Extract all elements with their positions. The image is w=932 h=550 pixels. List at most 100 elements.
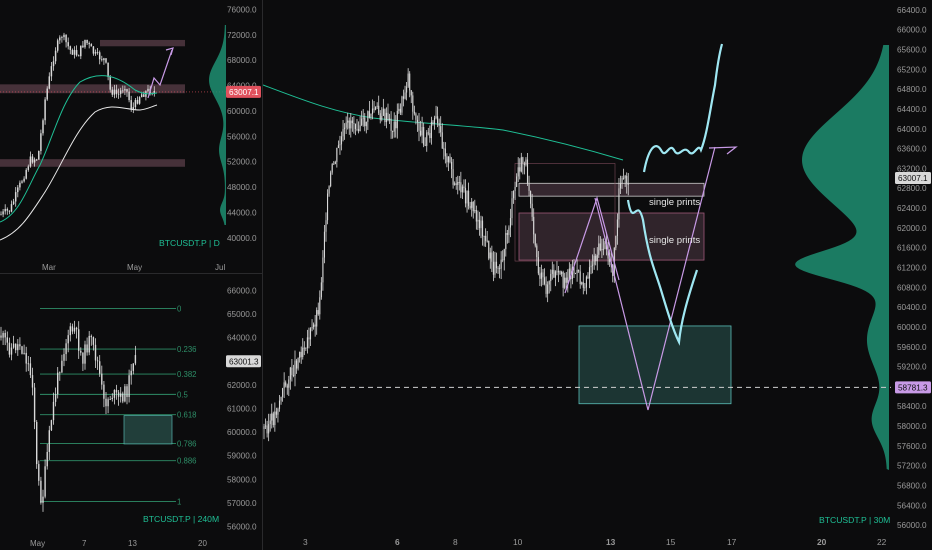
m30-candle-body (619, 183, 622, 189)
m30-candle-body (322, 257, 324, 283)
daily-candle-body (103, 58, 105, 61)
m30-candle-body (361, 118, 363, 126)
daily-candle-body (115, 89, 118, 95)
h4-candle-body (99, 361, 101, 374)
m30-candle-body (596, 254, 598, 262)
m30-candle-body (460, 182, 462, 193)
m30-time-label: 3 (303, 537, 308, 547)
h4-fib-label: 0.236 (177, 345, 197, 354)
m30-candle-body (526, 159, 529, 184)
m30-single-print-zone-upper (518, 182, 705, 197)
m30-candle-body (519, 167, 521, 172)
m30-price-axis-tick-label: 59200.0 (897, 363, 927, 372)
m30-candle-body (444, 148, 446, 157)
m30-candle-body (288, 379, 290, 388)
m30-candle-body (553, 269, 555, 278)
daily-price-axis-tick-label: 56000.0 (227, 132, 257, 141)
m30-candle-body (381, 115, 383, 120)
daily-candle-body (31, 156, 34, 163)
h4-candle-body (50, 420, 53, 431)
m30-price-axis-tick-label: 64000.0 (897, 125, 927, 134)
m30-candle-body (325, 220, 327, 232)
m30-candle-body (424, 144, 426, 146)
m30-candle-body (497, 268, 499, 269)
m30-candle-body (595, 255, 597, 262)
m30-candle-body (319, 297, 321, 315)
daily-price-axis-tick-label: 76000.0 (227, 6, 257, 15)
h4-candle-body (65, 343, 67, 355)
panel-divider-vertical (262, 0, 263, 550)
m30-price-axis-tick-label: 57200.0 (897, 462, 927, 471)
h4-candle-body (46, 451, 48, 467)
daily-candle-body (8, 210, 11, 212)
m30-candle-body (296, 360, 298, 369)
daily-chart-panel[interactable]: 76000.072000.068000.064000.060000.056000… (0, 0, 262, 272)
m30-chart[interactable]: 66400.0 66000.0 65600.0 65200.0 64800.0 64400… (263, 0, 932, 550)
m30-candle-body (342, 129, 344, 137)
daily-current-price-label: 63007.1 (229, 88, 259, 97)
m30-candle-body (351, 120, 353, 124)
daily-candle-body (67, 42, 69, 47)
m30-time-label: 20 (817, 537, 827, 547)
daily-candle-body (71, 49, 74, 55)
m30-candle-body (480, 220, 482, 229)
daily-candle-body (90, 44, 93, 47)
m30-candle-body (562, 272, 564, 288)
m30-candle-body (585, 276, 587, 288)
m30-candle-body (627, 183, 629, 185)
m30-candle-body (559, 270, 561, 274)
m30-candle-body (402, 96, 405, 99)
h4-time-label: May (30, 539, 45, 548)
h4-candle-body (130, 370, 132, 376)
m30-candle-body (478, 219, 480, 229)
h4-price-axis-tick-label: 66000.0 (227, 287, 257, 296)
daily-candle-body (14, 192, 17, 202)
m30-candle-body (466, 190, 468, 204)
m30-candle-body (356, 128, 358, 130)
h4-current-price-label-bg (226, 355, 261, 368)
m30-price-axis-tick-label: 60800.0 (897, 283, 927, 292)
m30-candle-body (505, 233, 507, 250)
daily-candle-body (132, 107, 135, 110)
h4-price-axis-tick-label: 57000.0 (227, 499, 257, 508)
m30-candle-body (289, 367, 291, 380)
m30-candle-body (410, 90, 412, 96)
daily-candle-body (101, 59, 103, 61)
h4-candle-body (134, 355, 137, 364)
h4-candle-body (25, 352, 27, 364)
m30-candle-body (271, 413, 273, 421)
m30-level-label-bg (895, 381, 931, 394)
h4-candle-body (33, 387, 36, 423)
m30-candle-body (299, 351, 301, 358)
daily-projection-arrowhead (165, 47, 174, 56)
m30-candle-body (389, 118, 391, 121)
m30-time-label: 22 (877, 537, 887, 547)
h4-chart-panel[interactable]: 66000.065000.064000.063000.062000.061000… (0, 274, 262, 550)
h4-candle-body (6, 337, 8, 343)
m30-price-axis-tick-label: 60000.0 (897, 323, 927, 332)
daily-candle-body (42, 120, 44, 134)
h4-candle-body (84, 344, 86, 364)
m30-candle-body (365, 121, 367, 127)
h4-candle-body (63, 354, 65, 361)
m30-candle-body (354, 123, 356, 129)
m30-chart-panel[interactable]: 66400.0 66000.0 65600.0 65200.0 64800.0 64400… (263, 0, 932, 550)
m30-candle-body (602, 248, 604, 250)
h4-fib-label: 0.886 (177, 457, 197, 466)
m30-candle-body (452, 169, 454, 185)
m30-candle-body (607, 249, 609, 259)
daily-chart[interactable]: 76000.072000.068000.064000.060000.056000… (0, 0, 262, 272)
m30-candle-body (588, 267, 591, 279)
m30-price-axis-tick-label: 56800.0 (897, 481, 927, 490)
h4-candle-body (27, 363, 29, 365)
m30-candle-body (590, 265, 592, 268)
h4-candle-body (105, 398, 107, 407)
m30-projection-violet-major (594, 146, 716, 411)
m30-candle-body (384, 108, 386, 123)
m30-candle-body (359, 125, 361, 132)
daily-projection-arrow (147, 49, 173, 99)
h4-chart[interactable]: 66000.065000.064000.063000.062000.061000… (0, 274, 262, 550)
daily-candle-body (6, 208, 9, 211)
m30-candle-body (333, 164, 335, 165)
m30-candle-body (378, 105, 380, 114)
